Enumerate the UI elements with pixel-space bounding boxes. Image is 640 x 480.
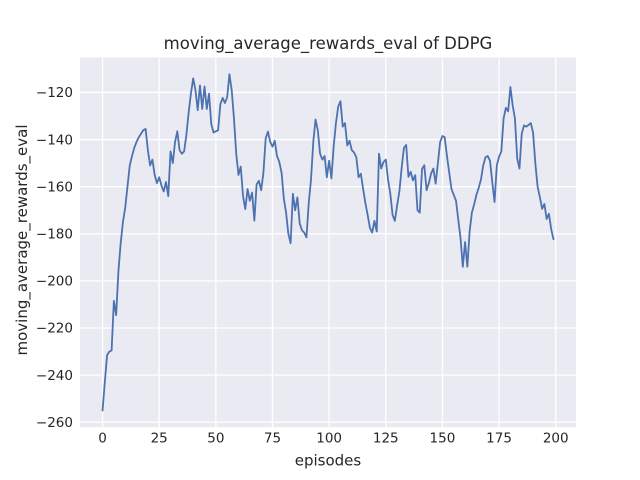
y-tick-label: −200 — [36, 274, 73, 290]
x-tick-label: 100 — [316, 431, 342, 447]
x-tick-label: 25 — [151, 431, 168, 447]
y-tick-label: −140 — [36, 132, 73, 148]
series-layer — [101, 73, 555, 412]
x-tick-label: 75 — [264, 431, 281, 447]
x-tick-label: 175 — [486, 431, 512, 447]
y-tick-label: −220 — [36, 321, 73, 337]
y-tick-label: −260 — [36, 415, 73, 431]
x-tick-label: 200 — [543, 431, 569, 447]
chart-title: moving_average_rewards_eval of DDPG — [164, 34, 493, 54]
y-tick-label: −160 — [36, 179, 73, 195]
plot-area — [80, 57, 576, 428]
x-tick-label: 50 — [207, 431, 224, 447]
x-tick-labels: 0 25 50 75 100 125 150 175 200 — [98, 431, 568, 447]
y-tick-label: −240 — [36, 368, 73, 384]
gridlines — [80, 57, 576, 428]
x-tick-label: 150 — [430, 431, 456, 447]
y-tick-labels: −260 −240 −220 −200 −180 −160 −140 −120 — [36, 85, 73, 431]
y-tick-label: −120 — [36, 85, 73, 101]
x-tick-label: 0 — [98, 431, 107, 447]
y-tick-label: −180 — [36, 227, 73, 243]
x-tick-label: 125 — [373, 431, 399, 447]
x-axis-label: episodes — [295, 452, 362, 470]
y-axis-label: moving_average_rewards_eval — [13, 125, 32, 356]
reward-line — [101, 73, 555, 412]
